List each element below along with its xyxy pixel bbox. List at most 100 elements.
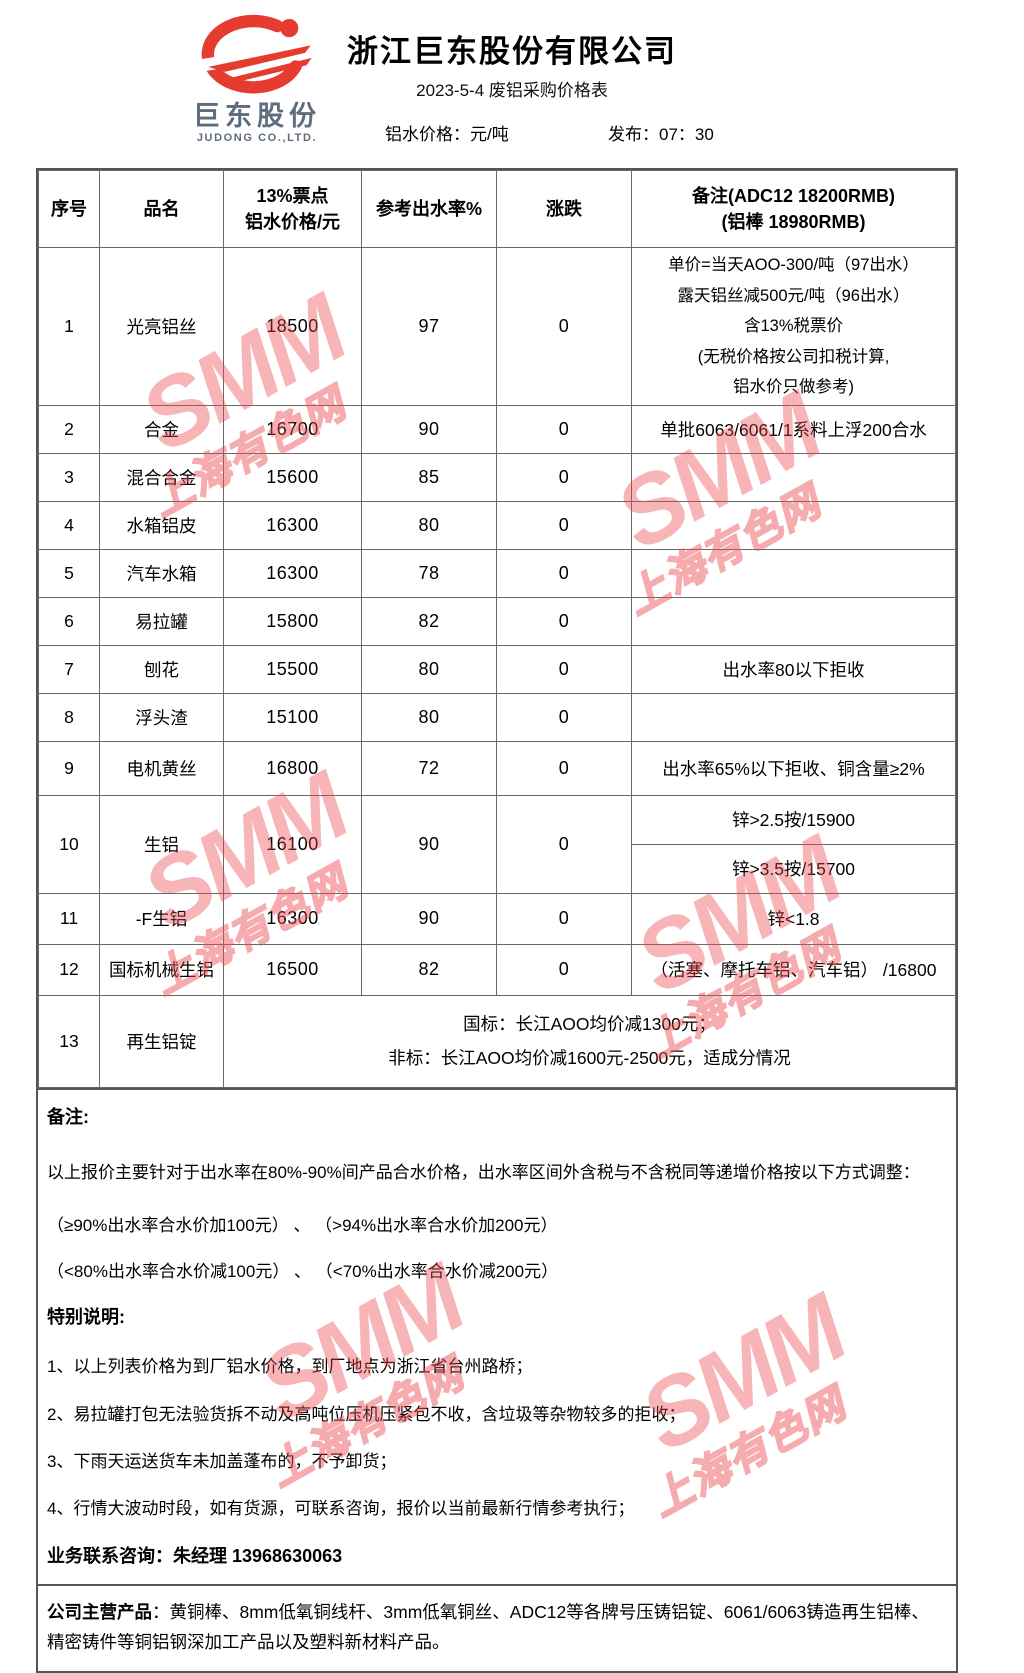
remarks-adjust-up: （≥90%出水率合水价加100元） 、 （>94%出水率合水价加200元） — [47, 1216, 558, 1236]
cell-name: 混合合金 — [99, 452, 224, 502]
cell-change: 0 — [496, 943, 632, 996]
cell-price: 15500 — [223, 644, 362, 694]
cell-remark: 单批6063/6061/1系料上浮200合水 — [631, 404, 956, 454]
col-header-price: 13%票点 铝水价格/元 — [223, 170, 362, 248]
cell-remark: 出水率80以下拒收 — [631, 644, 956, 694]
cell-rate: 85 — [361, 452, 497, 502]
special-note-item: 2、易拉罐打包无法验货拆不动及高吨位压机压紧包不收，含垃圾等杂物较多的拒收； — [47, 1404, 686, 1424]
cell-remark — [631, 452, 956, 502]
logo-en-text: JUDONG CO.,LTD. — [196, 132, 318, 145]
cell-no: 10 — [38, 794, 100, 894]
cell-change: 0 — [496, 404, 632, 454]
table-row: 7 刨花 15500 80 0 出水率80以下拒收 — [38, 644, 956, 694]
cell-rate: 90 — [361, 794, 497, 894]
col-header-remark-line2: (铝棒 18980RMB) — [721, 212, 866, 232]
cell-no: 7 — [38, 644, 100, 694]
cell-change: 0 — [496, 794, 632, 894]
cell-price: 16300 — [223, 548, 362, 598]
special-note-item: 1、以上列表价格为到厂铝水价格，到厂地点为浙江省台州路桥； — [47, 1357, 533, 1377]
col-header-change: 涨跌 — [496, 170, 632, 248]
price-table: 序号 品名 13%票点 铝水价格/元 参考出水率% 涨跌 备注(ADC12 18… — [38, 170, 956, 1088]
cell-name: 浮头渣 — [99, 692, 224, 742]
cell-name: 刨花 — [99, 644, 224, 694]
col-header-rate: 参考出水率% — [361, 170, 497, 248]
table-row: 9 电机黄丝 16800 72 0 出水率65%以下拒收、铜含量≥2% — [38, 740, 956, 796]
cell-price: 16300 — [223, 892, 362, 945]
cell-rate: 78 — [361, 548, 497, 598]
remarks-adjust-down: （<80%出水率合水价减100元） 、 （<70%出水率合水价减200元） — [47, 1261, 559, 1281]
remarks-section: 备注: 以上报价主要针对于出水率在80%-90%间产品合水价格，出水率区间外含税… — [38, 1087, 956, 1584]
products-section: 公司主营产品：黄铜棒、8mm低氧铜线杆、3mm低氧铜丝、ADC12等各牌号压铸铝… — [38, 1583, 956, 1672]
cell-change: 0 — [496, 452, 632, 502]
price-sheet: 序号 品名 13%票点 铝水价格/元 参考出水率% 涨跌 备注(ADC12 18… — [36, 168, 958, 1673]
cell-price: 18500 — [223, 247, 362, 406]
products-label: 公司主营产品 — [47, 1601, 152, 1622]
table-row: 6 易拉罐 15800 82 0 — [38, 596, 956, 646]
special-notes-title: 特别说明: — [47, 1306, 125, 1327]
cell-name: 再生铝锭 — [99, 994, 224, 1088]
company-logo: 巨东股份 JUDONG CO.,LTD. — [172, 14, 342, 144]
cell-rate: 97 — [361, 247, 497, 406]
cell-name: 汽车水箱 — [99, 548, 224, 598]
col-header-remark-line1: 备注(ADC12 18200RMB) — [691, 185, 896, 206]
cell-remark — [631, 500, 956, 550]
cell-rate: 90 — [361, 892, 497, 945]
cell-rate: 80 — [361, 692, 497, 742]
table-header-row: 序号 品名 13%票点 铝水价格/元 参考出水率% 涨跌 备注(ADC12 18… — [38, 170, 956, 248]
cell-no: 3 — [38, 452, 100, 502]
table-row: 1 光亮铝丝 18500 97 0 单价=当天AOO-300/吨（97出水） 露… — [38, 247, 956, 406]
cell-rate: 72 — [361, 740, 497, 796]
cell-remark — [631, 596, 956, 646]
table-row: 3 混合合金 15600 85 0 — [38, 452, 956, 502]
cell-no: 9 — [38, 740, 100, 796]
cell-no: 4 — [38, 500, 100, 550]
cell-change: 0 — [496, 892, 632, 945]
cell-price: 16700 — [223, 404, 362, 454]
table-row: 11 -F生铝 16300 90 0 锌<1.8 — [38, 892, 956, 945]
cell-change: 0 — [496, 740, 632, 796]
table-row: 12 国标机械生铝 16500 82 0 （活塞、摩托车铝、汽车铝） /1680… — [38, 943, 956, 996]
cell-name: 易拉罐 — [99, 596, 224, 646]
special-note-item: 3、下雨天运送货车未加盖蓬布的，不予卸货； — [47, 1451, 397, 1471]
cell-name: 合金 — [99, 404, 224, 454]
cell-change: 0 — [496, 247, 632, 406]
cell-price: 16300 — [223, 500, 362, 550]
cell-rate: 90 — [361, 404, 497, 454]
remarks-intro: 以上报价主要针对于出水率在80%-90%间产品合水价格，出水率区间外含税与不含税… — [47, 1163, 920, 1183]
cell-name: 电机黄丝 — [99, 740, 224, 796]
cell-no: 2 — [38, 404, 100, 454]
cell-no: 5 — [38, 548, 100, 598]
cell-no: 8 — [38, 692, 100, 742]
table-row: 10 生铝 16100 90 0 锌>2.5按/15900 — [38, 794, 956, 894]
remarks-title: 备注: — [47, 1106, 89, 1127]
cell-no: 1 — [38, 247, 100, 406]
cell-change: 0 — [496, 500, 632, 550]
cell-no: 6 — [38, 596, 100, 646]
cell-remark — [631, 548, 956, 598]
judong-logo-icon — [194, 14, 320, 94]
cell-remark: 单价=当天AOO-300/吨（97出水） 露天铝丝减500元/吨（96出水） 含… — [631, 247, 956, 406]
cell-remark: 出水率65%以下拒收、铜含量≥2% — [631, 740, 956, 796]
cell-remark — [631, 692, 956, 742]
cell-merged-remark: 国标：长江AOO均价减1300元； 非标：长江AOO均价减1600元-2500元… — [223, 994, 956, 1088]
page-subtitle: 2023-5-4 废铝采购价格表 — [416, 81, 608, 100]
col-header-price-line1: 13%票点 — [256, 185, 329, 206]
cell-change: 0 — [496, 596, 632, 646]
cell-rate: 82 — [361, 596, 497, 646]
table-row: 2 合金 16700 90 0 单批6063/6061/1系料上浮200合水 — [38, 404, 956, 454]
cell-price: 15800 — [223, 596, 362, 646]
products-text: ：黄铜棒、8mm低氧铜线杆、3mm低氧铜丝、ADC12等各牌号压铸铝锭、6061… — [47, 1601, 929, 1652]
cell-price: 15100 — [223, 692, 362, 742]
cell-remark-bottom: 锌>3.5按/15700 — [631, 843, 956, 894]
business-contact: 业务联系咨询：朱经理 13968630063 — [47, 1546, 343, 1567]
table-row: 5 汽车水箱 16300 78 0 — [38, 548, 956, 598]
cell-name: 国标机械生铝 — [99, 943, 224, 996]
cell-price: 15600 — [223, 452, 362, 502]
cell-no: 11 — [38, 892, 100, 945]
cell-name: 生铝 — [99, 794, 224, 894]
page-title: 浙江巨东股份有限公司 — [347, 34, 677, 69]
cell-price: 16100 — [223, 794, 362, 894]
special-note-item: 4、行情大波动时段，如有货源，可联系咨询，报价以当前最新行情参考执行； — [47, 1499, 635, 1519]
table-row: 8 浮头渣 15100 80 0 — [38, 692, 956, 742]
cell-name: 光亮铝丝 — [99, 247, 224, 406]
